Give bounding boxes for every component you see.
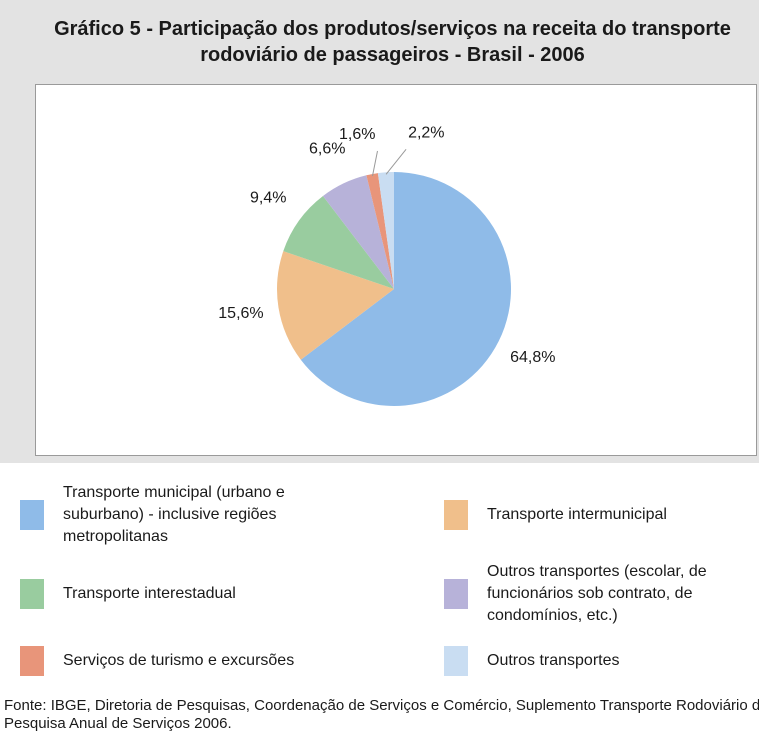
data-label: 9,4% [250,190,286,207]
legend-label: Outros transportes (escolar, de funcioná… [487,563,707,624]
leader-line [385,148,407,175]
legend-label: Outros transportes [487,652,620,669]
chart-title: Gráfico 5 - Participação dos produtos/se… [54,18,731,66]
plot-area: 64,8% 15,6% 9,4% 6,6% 1,6% 2,2% [35,84,757,456]
pie-chart: 64,8% 15,6% 9,4% 6,6%1,6% 2,2% [218,124,556,407]
pie-slice [377,172,394,289]
pie-slice [283,196,394,289]
source-note: Fonte: IBGE, Diretoria de Pesquisas, Coo… [4,697,759,732]
legend-swatch [20,579,44,609]
legend-label: Transporte interestadual [63,585,236,602]
pie-slice [322,175,394,289]
data-label: 1,6% [339,126,375,143]
legend-swatch [444,579,468,609]
legend-swatch [444,500,468,530]
data-label: 2,2% [408,124,444,141]
legend-swatch [444,646,468,676]
legend-swatch [20,646,44,676]
leader-line [372,150,378,177]
pie-slice [366,173,394,289]
data-label: 64,8% [510,349,555,366]
legend-label: Serviços de turismo e excursões [63,652,295,669]
pie-slice [300,172,511,407]
pie-slice [277,251,394,360]
legend-swatch [20,500,44,530]
data-label: 6,6% [309,140,345,157]
data-label: 15,6% [218,305,263,322]
legend-label: Transporte municipal (urbano e suburbano… [63,484,285,545]
legend-label: Transporte intermunicipal [487,506,667,523]
